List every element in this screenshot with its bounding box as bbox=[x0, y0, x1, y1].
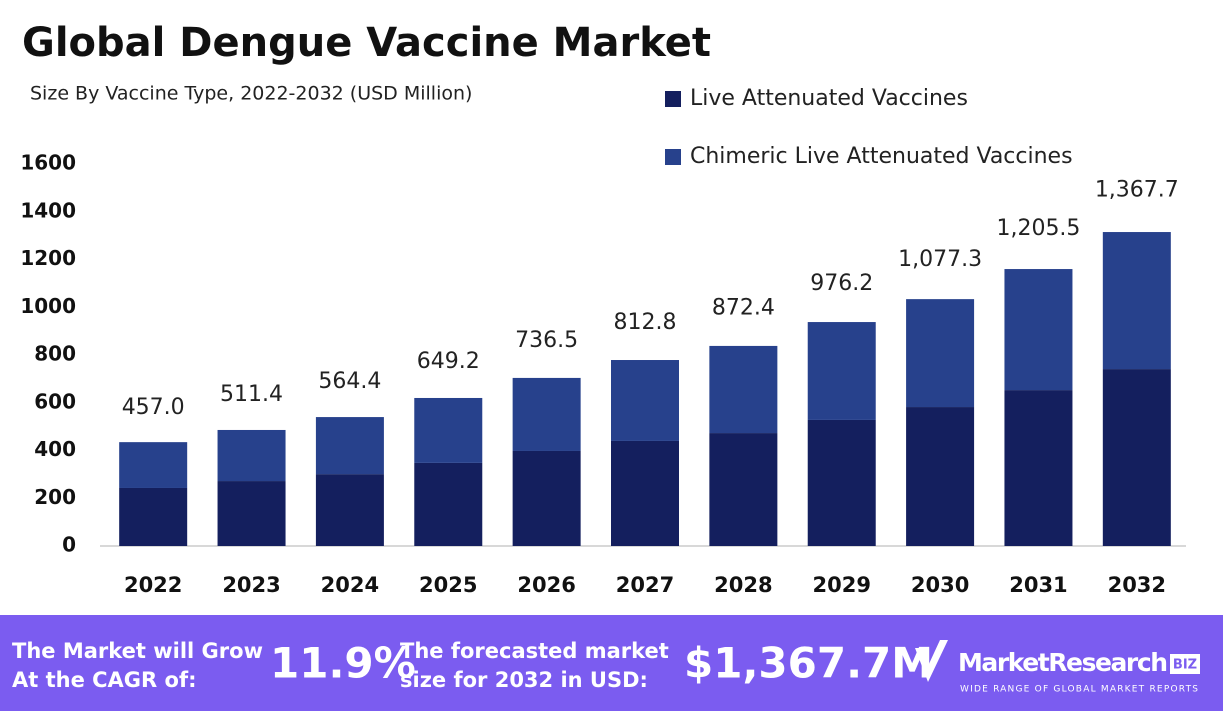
logo-icon bbox=[915, 640, 948, 682]
legend-swatch bbox=[665, 91, 681, 107]
x-tick-label: 2022 bbox=[124, 573, 182, 597]
y-tick-label: 1000 bbox=[20, 294, 76, 318]
bar bbox=[217, 429, 286, 482]
bar bbox=[1004, 269, 1073, 391]
chart-subtitle: Size By Vaccine Type, 2022-2032 (USD Mil… bbox=[30, 83, 472, 105]
banner-text: The forecasted market bbox=[400, 639, 669, 663]
bar bbox=[709, 433, 778, 546]
value-label: 511.4 bbox=[220, 382, 283, 407]
chart-title: Global Dengue Vaccine Market bbox=[22, 20, 711, 66]
y-tick-label: 1200 bbox=[20, 246, 76, 270]
bar bbox=[906, 407, 975, 546]
bar bbox=[119, 442, 188, 488]
bar bbox=[807, 419, 876, 546]
logo-badge-box bbox=[1170, 654, 1200, 674]
value-label: 564.4 bbox=[318, 369, 381, 394]
value-label: 1,077.3 bbox=[898, 247, 982, 272]
value-label: 872.4 bbox=[712, 296, 775, 321]
bar bbox=[414, 397, 483, 463]
x-tick-label: 2027 bbox=[616, 573, 674, 597]
bar bbox=[512, 450, 581, 546]
bar bbox=[1102, 232, 1171, 370]
y-tick-label: 800 bbox=[34, 342, 76, 366]
x-tick-label: 2031 bbox=[1009, 573, 1067, 597]
bar bbox=[611, 440, 679, 546]
bar bbox=[315, 474, 384, 546]
value-label: 812.8 bbox=[614, 310, 677, 335]
logo: MarketResearch bbox=[958, 648, 1168, 677]
value-label: 649.2 bbox=[417, 349, 480, 374]
banner-text: size for 2032 in USD: bbox=[400, 668, 648, 692]
bar bbox=[611, 360, 679, 441]
x-tick-label: 2025 bbox=[419, 573, 477, 597]
bar bbox=[119, 487, 188, 546]
bar bbox=[906, 299, 975, 408]
x-tick-label: 2030 bbox=[911, 573, 969, 597]
value-label: 736.5 bbox=[515, 328, 578, 353]
banner bbox=[0, 615, 1223, 711]
y-tick-label: 600 bbox=[34, 389, 76, 413]
y-tick-label: 400 bbox=[34, 437, 76, 461]
value-label: 1,205.5 bbox=[996, 216, 1080, 241]
bar bbox=[315, 417, 384, 475]
bar bbox=[1004, 390, 1073, 546]
y-tick-label: 1600 bbox=[20, 151, 76, 175]
x-tick-label: 2023 bbox=[222, 573, 280, 597]
value-label: 976.2 bbox=[810, 271, 873, 296]
x-tick-label: 2026 bbox=[517, 573, 575, 597]
bar bbox=[1102, 369, 1171, 546]
y-tick-label: 1400 bbox=[20, 198, 76, 222]
banner-value: 11.9% bbox=[270, 639, 416, 688]
bar bbox=[414, 462, 483, 546]
x-tick-label: 2028 bbox=[714, 573, 772, 597]
legend-swatch bbox=[665, 149, 681, 165]
value-label: 1,367.7 bbox=[1095, 177, 1179, 202]
bar bbox=[217, 481, 286, 546]
legend-label: Chimeric Live Attenuated Vaccines bbox=[690, 144, 1073, 169]
y-tick-label: 200 bbox=[34, 485, 76, 509]
banner-text: At the CAGR of: bbox=[12, 668, 197, 692]
banner-text: The Market will Grow bbox=[12, 639, 263, 663]
logo-badge: BIZ bbox=[1173, 658, 1197, 673]
bar bbox=[709, 345, 778, 434]
y-tick-label: 0 bbox=[62, 533, 76, 557]
legend-label: Live Attenuated Vaccines bbox=[690, 86, 968, 111]
banner-value: $1,367.7M bbox=[684, 639, 933, 688]
x-tick-label: 2032 bbox=[1108, 573, 1166, 597]
logo-tagline: WIDE RANGE OF GLOBAL MARKET REPORTS bbox=[960, 685, 1198, 695]
bar bbox=[512, 377, 581, 451]
x-tick-label: 2029 bbox=[813, 573, 871, 597]
bar bbox=[807, 322, 876, 420]
value-label: 457.0 bbox=[122, 395, 185, 420]
x-tick-label: 2024 bbox=[321, 573, 379, 597]
